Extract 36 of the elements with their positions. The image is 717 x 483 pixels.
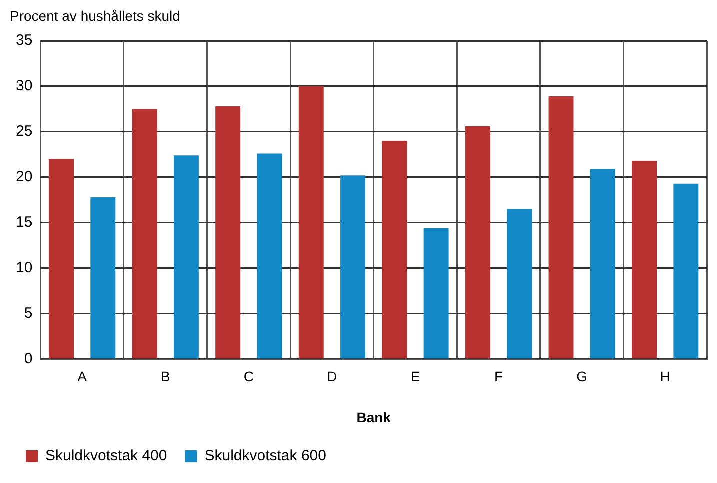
y-tick-label: 0 (24, 350, 33, 368)
x-axis-title: Bank (356, 409, 392, 426)
y-tick-label: 10 (16, 260, 33, 277)
bar (382, 141, 408, 359)
bar (257, 154, 282, 359)
y-tick-label: 20 (16, 168, 33, 186)
x-tick-label: C (244, 368, 254, 385)
x-tick-label: G (576, 368, 588, 385)
bar (632, 161, 658, 359)
legend-label: Skuldkvotstak 400 (46, 448, 168, 465)
y-tick-label: 30 (16, 78, 33, 95)
bar (465, 126, 490, 359)
bar (424, 228, 449, 359)
x-tick-label: H (660, 368, 670, 385)
y-axis-title: Procent av hushållets skuld (10, 8, 182, 24)
bar (507, 209, 532, 359)
x-tick-label: D (327, 368, 338, 385)
y-tick-label: 25 (16, 123, 33, 140)
bar (174, 156, 199, 359)
y-tick-label: 35 (16, 32, 33, 50)
legend-label: Skuldkvotstak 600 (204, 448, 326, 465)
bar (298, 86, 324, 359)
x-tick-label: A (78, 368, 88, 385)
bar (132, 109, 158, 359)
y-tick-label: 5 (24, 305, 33, 322)
x-tick-label: B (160, 368, 170, 385)
bar (90, 197, 116, 359)
bar (674, 184, 699, 359)
x-tick-label: E (410, 368, 420, 385)
bar (340, 176, 366, 359)
bar (49, 159, 74, 359)
bar (216, 106, 241, 359)
bar (548, 96, 574, 359)
bar (590, 169, 616, 359)
y-tick-label: 15 (16, 214, 33, 232)
x-tick-label: F (494, 368, 504, 385)
